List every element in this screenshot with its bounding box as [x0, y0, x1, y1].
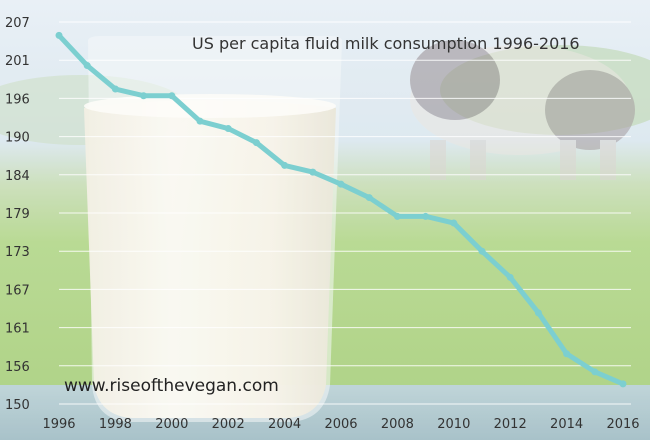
- data-point: [506, 273, 514, 281]
- x-tick-label: 1996: [42, 417, 75, 432]
- y-tick-label: 190: [5, 131, 30, 146]
- data-point: [534, 309, 542, 317]
- x-tick-label: 2002: [212, 417, 245, 432]
- y-tick-label: 179: [5, 207, 30, 222]
- x-tick-label: 2006: [324, 417, 357, 432]
- y-tick-label: 150: [5, 398, 30, 413]
- data-point: [196, 117, 204, 125]
- data-point: [450, 219, 458, 227]
- data-point: [140, 92, 148, 100]
- x-tick-label: 2010: [437, 417, 470, 432]
- data-point: [224, 125, 232, 133]
- data-point: [309, 168, 317, 176]
- watermark: www.riseofthevegan.com: [64, 376, 279, 396]
- x-tick-label: 2016: [606, 417, 639, 432]
- x-tick-label: 2000: [155, 417, 188, 432]
- milk-glass: [84, 36, 342, 422]
- y-tick-label: 167: [5, 283, 30, 298]
- data-point: [563, 350, 571, 358]
- series-group: [55, 31, 627, 388]
- data-point: [591, 368, 599, 376]
- data-point: [281, 161, 289, 169]
- data-point: [83, 62, 91, 70]
- y-tick-label: 201: [5, 54, 30, 69]
- x-tick-label: 2014: [550, 417, 583, 432]
- x-tick-label: 2008: [381, 417, 414, 432]
- x-axis-ticks: 1996 1998 2000 2002 2004 2006 2008 2010 2012 2014…: [42, 417, 639, 432]
- x-tick-label: 1998: [99, 417, 132, 432]
- data-point: [337, 180, 345, 188]
- y-tick-label: 184: [5, 169, 30, 184]
- data-point: [478, 247, 486, 255]
- data-point: [55, 31, 63, 39]
- data-point: [111, 85, 119, 93]
- y-axis-ticks: 150 156 161 167 173 179 184 190 196 201 207: [5, 16, 30, 413]
- data-point: [422, 212, 430, 220]
- grid-lines: [59, 21, 631, 405]
- data-point: [619, 380, 627, 388]
- y-tick-label: 173: [5, 245, 30, 260]
- data-point: [252, 139, 260, 147]
- y-tick-label: 161: [5, 322, 30, 337]
- chart-title: US per capita fluid milk consumption 199…: [192, 34, 580, 53]
- data-point: [365, 194, 373, 202]
- x-tick-label: 2004: [268, 417, 301, 432]
- y-tick-label: 196: [5, 92, 30, 107]
- data-point: [393, 212, 401, 220]
- y-tick-label: 207: [5, 16, 30, 31]
- x-tick-label: 2012: [494, 417, 527, 432]
- data-point: [168, 92, 176, 100]
- y-tick-label: 156: [5, 360, 30, 375]
